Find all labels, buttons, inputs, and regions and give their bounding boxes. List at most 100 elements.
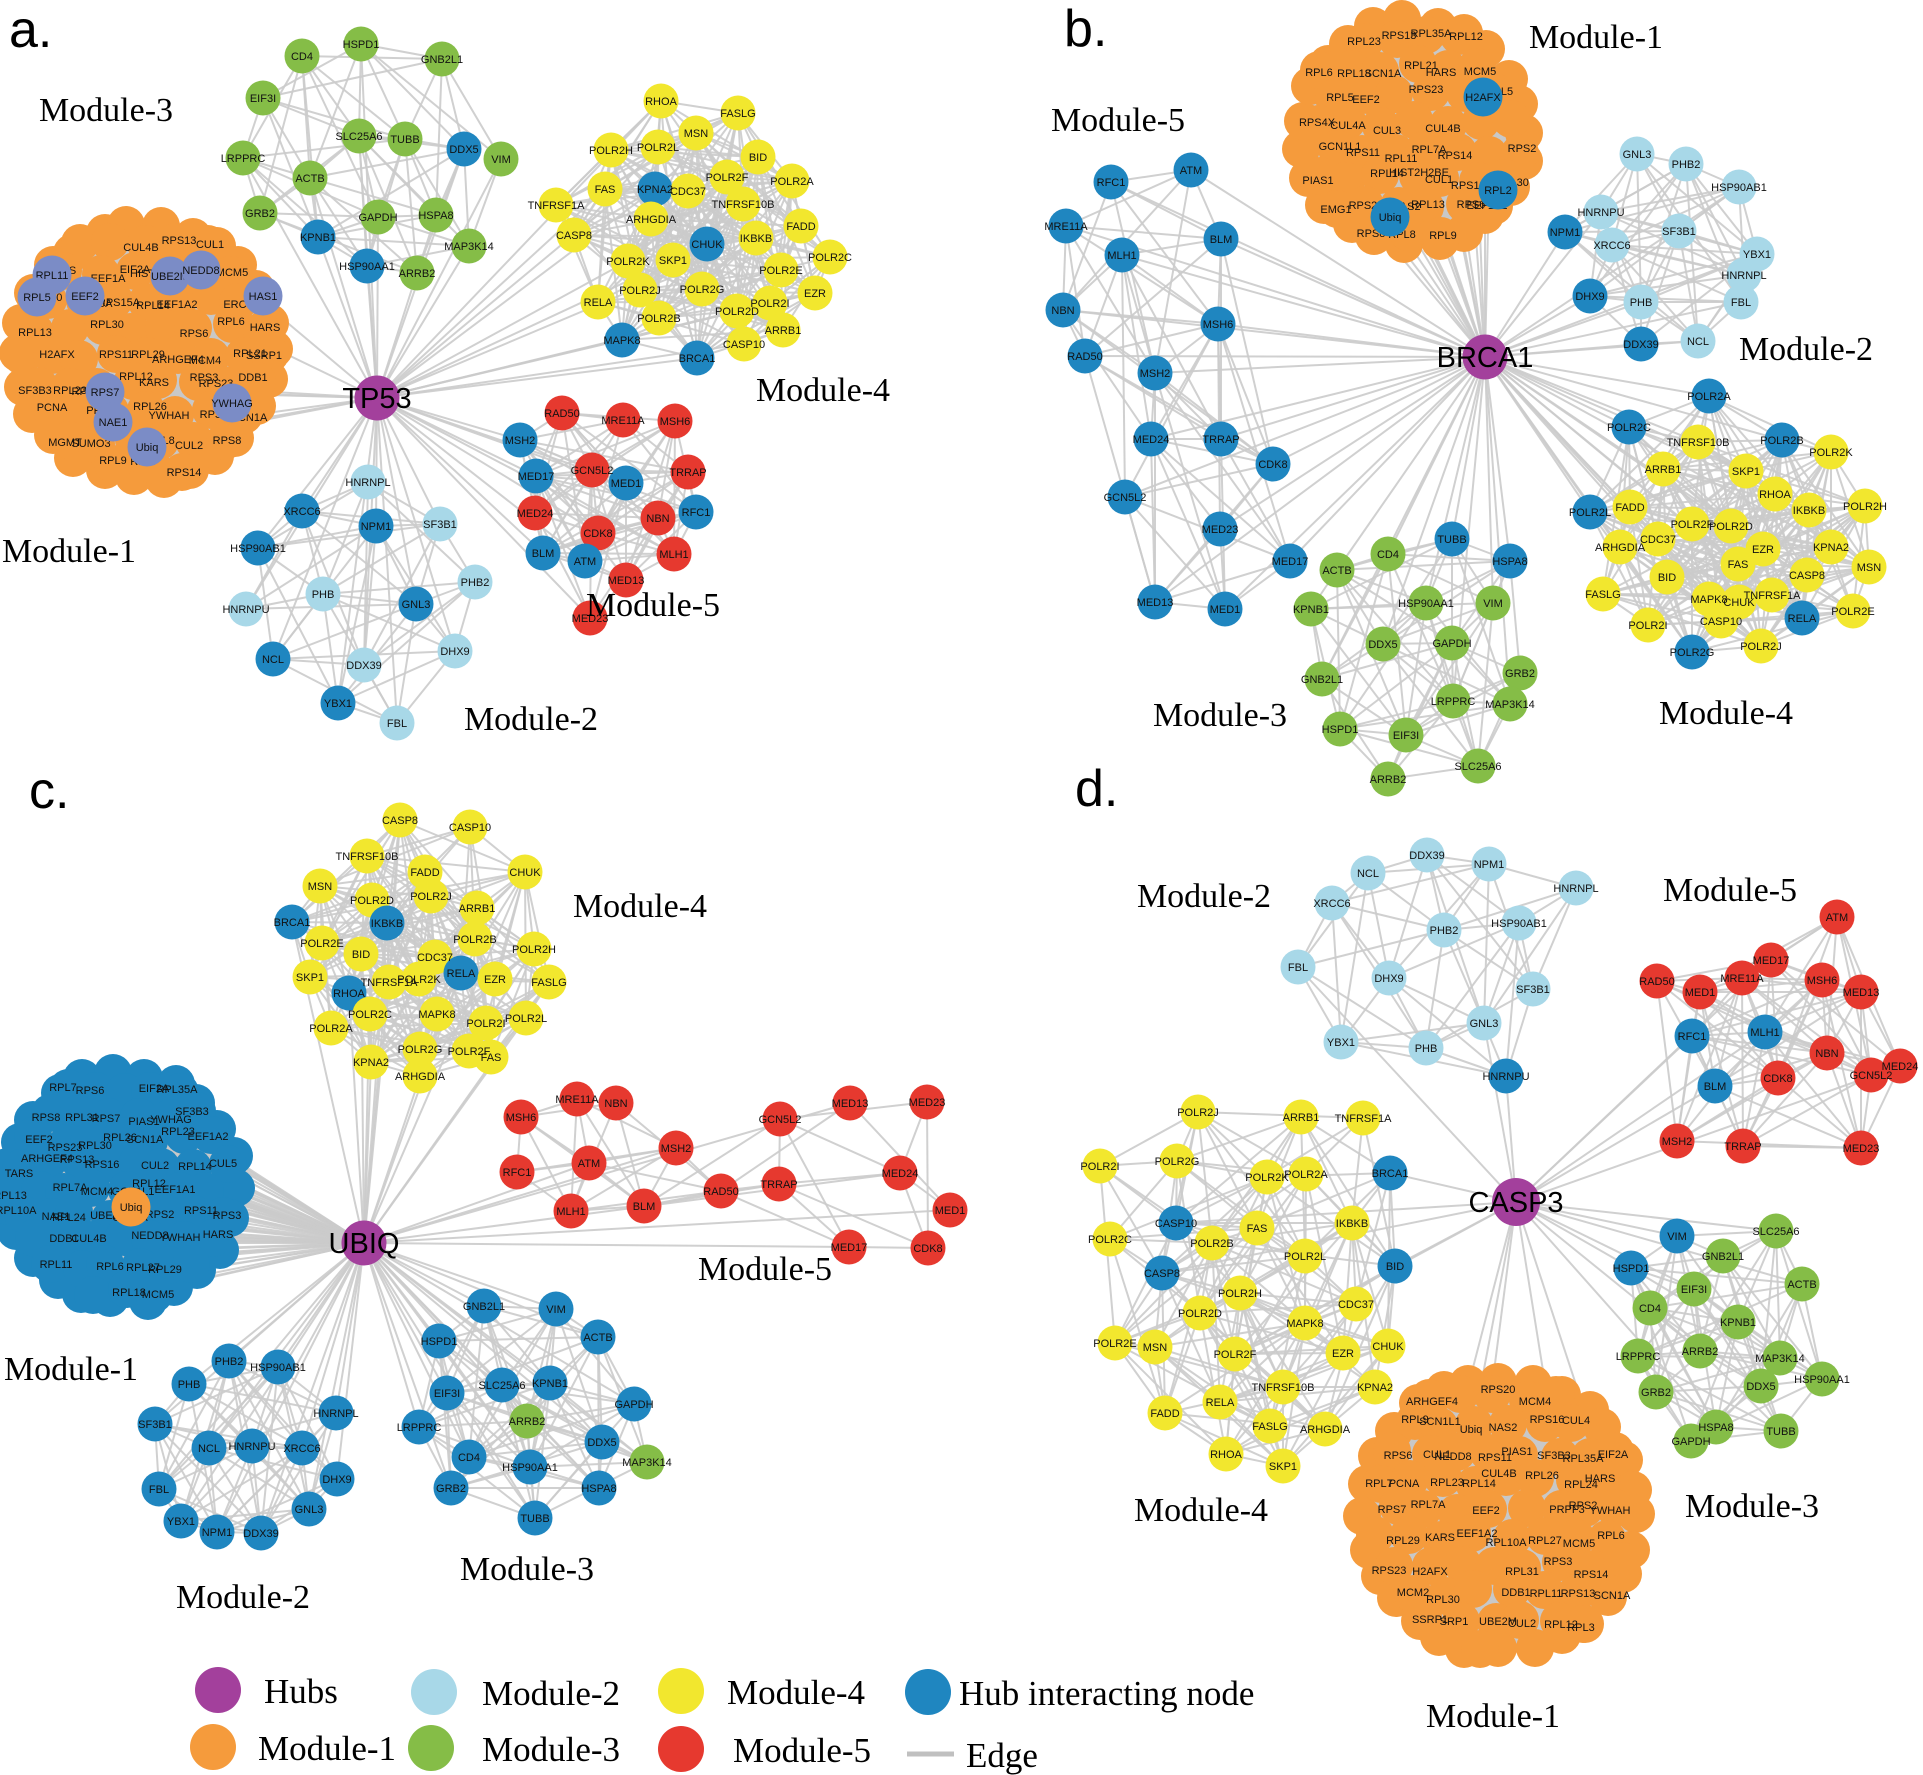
svg-text:CHUK: CHUK <box>509 867 541 879</box>
svg-text:UBE2M: UBE2M <box>151 271 189 283</box>
svg-text:Module-4: Module-4 <box>1659 695 1793 732</box>
svg-text:SUMO3: SUMO3 <box>71 438 110 450</box>
svg-text:Module-4: Module-4 <box>1134 1492 1268 1529</box>
svg-text:FADD: FADD <box>410 867 439 879</box>
svg-text:PIAS1: PIAS1 <box>1501 1446 1532 1458</box>
svg-text:ATM: ATM <box>574 556 596 568</box>
svg-text:DDB1: DDB1 <box>49 1233 78 1245</box>
svg-text:POLR2K: POLR2K <box>397 974 441 986</box>
svg-text:POLR2I: POLR2I <box>750 298 789 310</box>
svg-text:CD4: CD4 <box>1639 1303 1661 1315</box>
svg-text:HNRNPL: HNRNPL <box>313 1408 358 1420</box>
svg-text:TRRAP: TRRAP <box>760 1179 797 1191</box>
svg-text:CUL4: CUL4 <box>1562 1415 1590 1427</box>
svg-text:RPS3: RPS3 <box>190 372 219 384</box>
svg-text:RFC1: RFC1 <box>1097 177 1126 189</box>
svg-text:POLR2H: POLR2H <box>589 145 633 157</box>
svg-text:TNFRSF10B: TNFRSF10B <box>1667 437 1730 449</box>
svg-text:BRCA1: BRCA1 <box>1372 1168 1409 1180</box>
svg-text:RPL13: RPL13 <box>0 1190 27 1202</box>
svg-text:RPL10A: RPL10A <box>0 1205 37 1217</box>
svg-text:RPL23: RPL23 <box>1430 1477 1464 1489</box>
svg-text:RPL13: RPL13 <box>1411 199 1445 211</box>
svg-text:EMG1: EMG1 <box>1320 204 1351 216</box>
svg-text:FBL: FBL <box>387 718 407 730</box>
svg-text:FAS: FAS <box>1728 559 1749 571</box>
svg-text:MED13: MED13 <box>608 575 645 587</box>
svg-text:IKBKB: IKBKB <box>371 918 403 930</box>
svg-text:CDK8: CDK8 <box>1258 459 1287 471</box>
svg-text:POLR2D: POLR2D <box>1709 521 1753 533</box>
svg-text:FADD: FADD <box>786 221 815 233</box>
svg-text:RPL7: RPL7 <box>1365 1478 1393 1490</box>
svg-text:GAPDH: GAPDH <box>1671 1436 1710 1448</box>
svg-text:PHB: PHB <box>1415 1043 1438 1055</box>
svg-text:POLR2K: POLR2K <box>1809 447 1853 459</box>
svg-text:CUL4B: CUL4B <box>1425 123 1460 135</box>
svg-text:KPNB1: KPNB1 <box>300 232 336 244</box>
svg-text:RPL9: RPL9 <box>99 455 127 467</box>
svg-text:BLM: BLM <box>1704 1081 1727 1093</box>
svg-text:HSP90AA1: HSP90AA1 <box>502 1462 558 1474</box>
svg-text:SCN1L1: SCN1L1 <box>1419 1416 1461 1428</box>
svg-text:TUBB: TUBB <box>520 1513 549 1525</box>
svg-text:Ubiq: Ubiq <box>1379 212 1402 224</box>
svg-text:CDK8: CDK8 <box>1763 1073 1792 1085</box>
svg-text:POLR2J: POLR2J <box>1740 641 1782 653</box>
svg-text:POLR2J: POLR2J <box>619 285 661 297</box>
svg-text:Module-4: Module-4 <box>727 1673 865 1712</box>
svg-text:DDX5: DDX5 <box>1368 639 1397 651</box>
svg-text:RPL14: RPL14 <box>136 300 170 312</box>
svg-text:CASP8: CASP8 <box>556 230 592 242</box>
svg-text:RPL30: RPL30 <box>90 319 124 331</box>
svg-text:ARHGDIA: ARHGDIA <box>626 214 677 226</box>
svg-text:POLR2C: POLR2C <box>1088 1234 1132 1246</box>
svg-text:ARRB2: ARRB2 <box>399 268 436 280</box>
svg-text:RPS13: RPS13 <box>1561 1588 1596 1600</box>
svg-text:POLR2F: POLR2F <box>1671 519 1714 531</box>
svg-text:HIST2H2BE: HIST2H2BE <box>1389 167 1449 179</box>
svg-text:Hub interacting node: Hub interacting node <box>959 1674 1254 1713</box>
svg-text:RPL21: RPL21 <box>1404 60 1438 72</box>
svg-text:MSH6: MSH6 <box>506 1112 537 1124</box>
svg-text:CUL2: CUL2 <box>141 1160 169 1172</box>
svg-text:BRCA1: BRCA1 <box>679 353 716 365</box>
svg-text:MED1: MED1 <box>1210 604 1241 616</box>
svg-text:HNRNPL: HNRNPL <box>345 477 390 489</box>
svg-text:HSPA8: HSPA8 <box>1698 1422 1733 1434</box>
svg-text:CUL4A: CUL4A <box>1330 120 1366 132</box>
svg-text:ACTB: ACTB <box>1322 565 1351 577</box>
svg-text:HNRNPL: HNRNPL <box>1721 270 1766 282</box>
svg-text:RPS2: RPS2 <box>1569 1500 1598 1512</box>
svg-text:ATM: ATM <box>578 1158 600 1170</box>
svg-text:YWHAH: YWHAH <box>160 1232 201 1244</box>
svg-text:MED17: MED17 <box>1272 556 1309 568</box>
svg-text:CASP10: CASP10 <box>723 339 765 351</box>
svg-text:RAD50: RAD50 <box>544 408 579 420</box>
svg-text:UBIQ: UBIQ <box>329 1228 400 1260</box>
svg-text:CUL1: CUL1 <box>1425 174 1453 186</box>
svg-text:RPL14: RPL14 <box>1370 168 1404 180</box>
svg-text:GRB2: GRB2 <box>245 208 275 220</box>
svg-text:SSRP1: SSRP1 <box>246 350 282 362</box>
svg-text:PIAS1: PIAS1 <box>1302 175 1333 187</box>
svg-text:IKBKB: IKBKB <box>1793 505 1825 517</box>
svg-text:TARS: TARS <box>5 1168 34 1180</box>
svg-text:MED13: MED13 <box>832 1098 869 1110</box>
svg-text:RPL26: RPL26 <box>133 401 167 413</box>
svg-text:CD4: CD4 <box>291 51 313 63</box>
svg-text:RPS6: RPS6 <box>1457 199 1486 211</box>
svg-text:SKP1: SKP1 <box>1269 1461 1297 1473</box>
svg-text:CUL3: CUL3 <box>1373 125 1401 137</box>
svg-text:FAS: FAS <box>481 1052 502 1064</box>
svg-text:GCN5L2: GCN5L2 <box>571 465 614 477</box>
svg-text:MLH1: MLH1 <box>659 549 688 561</box>
svg-text:GNL3: GNL3 <box>1623 149 1652 161</box>
svg-text:POLR2L: POLR2L <box>1569 507 1611 519</box>
svg-text:RPL29: RPL29 <box>131 349 165 361</box>
svg-text:HSP90AA1: HSP90AA1 <box>339 261 395 273</box>
svg-text:Hubs: Hubs <box>264 1672 338 1711</box>
svg-text:MAP3K14: MAP3K14 <box>622 1457 672 1469</box>
svg-text:ARHGEF4: ARHGEF4 <box>21 1153 73 1165</box>
svg-text:NEDD8: NEDD8 <box>182 265 219 277</box>
